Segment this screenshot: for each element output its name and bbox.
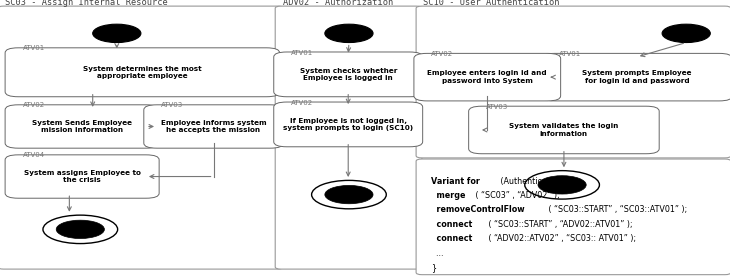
Text: Employee enters login id and
password into System: Employee enters login id and password in… xyxy=(428,70,547,84)
Text: ( “SC03::START” , “SC03::ATV01” );: ( “SC03::START” , “SC03::ATV01” ); xyxy=(547,205,688,214)
Text: ATV02: ATV02 xyxy=(431,51,453,57)
Text: System checks whether
Employee is logged in: System checks whether Employee is logged… xyxy=(299,68,397,81)
FancyBboxPatch shape xyxy=(144,105,283,148)
FancyBboxPatch shape xyxy=(5,155,159,198)
Text: ATV01: ATV01 xyxy=(291,49,313,56)
Circle shape xyxy=(43,215,118,244)
Circle shape xyxy=(525,171,599,199)
Circle shape xyxy=(325,185,373,204)
Text: System Sends Employee
mission information: System Sends Employee mission informatio… xyxy=(32,120,132,133)
Text: Variant for: Variant for xyxy=(431,177,480,185)
Text: ATV03: ATV03 xyxy=(161,102,183,108)
Text: ADV02 - Authorization: ADV02 - Authorization xyxy=(283,0,393,7)
Text: ( “ADV02::ATV02” , “SC03:: ATV01” );: ( “ADV02::ATV02” , “SC03:: ATV01” ); xyxy=(485,234,636,243)
Circle shape xyxy=(325,24,373,43)
Text: System assigns Employee to
the crisis: System assigns Employee to the crisis xyxy=(23,170,141,183)
FancyBboxPatch shape xyxy=(5,105,159,148)
Text: merge: merge xyxy=(431,191,465,200)
Text: SC10 - User Authentication: SC10 - User Authentication xyxy=(423,0,560,7)
Text: System validates the login
information: System validates the login information xyxy=(510,123,618,137)
Text: (Authentication) {: (Authentication) { xyxy=(498,177,573,185)
FancyBboxPatch shape xyxy=(0,6,283,269)
Text: If Employee is not logged in,
system prompts to login (SC10): If Employee is not logged in, system pro… xyxy=(283,118,413,131)
Text: ATV01: ATV01 xyxy=(559,51,581,57)
Text: connect: connect xyxy=(431,220,472,229)
Text: ATV04: ATV04 xyxy=(23,152,45,158)
FancyBboxPatch shape xyxy=(469,106,659,154)
Circle shape xyxy=(312,180,386,209)
Text: Employee informs system
he accepts the mission: Employee informs system he accepts the m… xyxy=(161,120,266,133)
Circle shape xyxy=(662,24,710,43)
FancyBboxPatch shape xyxy=(416,159,730,275)
Circle shape xyxy=(93,24,141,43)
Text: ATV02: ATV02 xyxy=(291,100,313,106)
Text: }: } xyxy=(431,263,436,272)
Text: ...: ... xyxy=(431,249,443,258)
FancyBboxPatch shape xyxy=(5,48,280,97)
Text: SC03 - Assign Internal Resource: SC03 - Assign Internal Resource xyxy=(5,0,168,7)
Text: ( “SC03::START” , “ADV02::ATV01” );: ( “SC03::START” , “ADV02::ATV01” ); xyxy=(485,220,632,229)
Text: ATV01: ATV01 xyxy=(23,45,45,51)
Circle shape xyxy=(538,176,586,194)
Circle shape xyxy=(56,220,104,239)
FancyBboxPatch shape xyxy=(416,6,730,158)
Text: ATV03: ATV03 xyxy=(486,104,508,110)
Text: ( “SC03” , “ADV02” );: ( “SC03” , “ADV02” ); xyxy=(473,191,560,200)
Text: connect: connect xyxy=(431,234,472,243)
Text: System prompts Employee
for login id and password: System prompts Employee for login id and… xyxy=(583,70,692,84)
Text: removeControlFlow: removeControlFlow xyxy=(431,205,524,214)
Text: ATV02: ATV02 xyxy=(23,102,45,108)
Text: System determines the most
appropriate employee: System determines the most appropriate e… xyxy=(83,66,201,79)
FancyBboxPatch shape xyxy=(414,53,561,101)
FancyBboxPatch shape xyxy=(275,6,422,269)
FancyBboxPatch shape xyxy=(274,52,423,97)
FancyBboxPatch shape xyxy=(542,53,730,101)
FancyBboxPatch shape xyxy=(274,102,423,147)
